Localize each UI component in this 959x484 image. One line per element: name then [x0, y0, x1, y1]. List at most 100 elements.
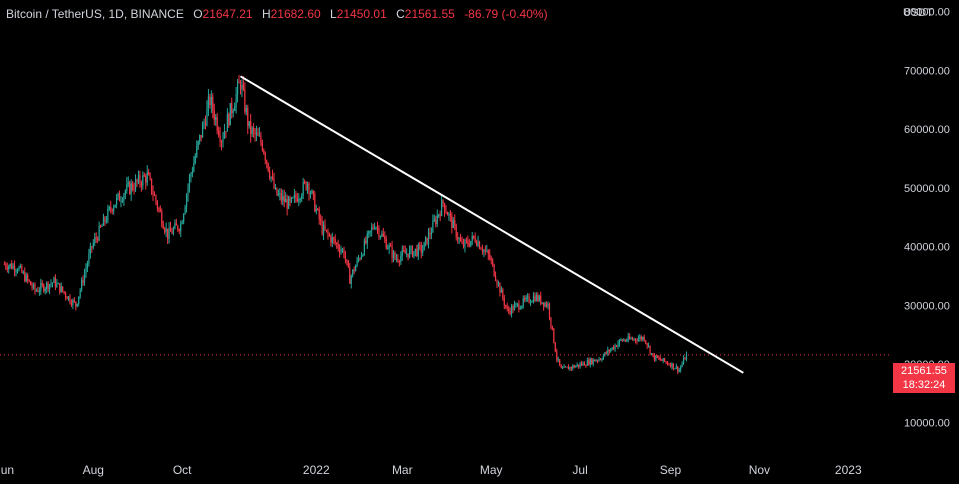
- candle-body: [505, 305, 507, 307]
- trend-line[interactable]: [239, 75, 744, 374]
- candle-body: [50, 283, 52, 285]
- candle-body: [467, 240, 469, 245]
- candle-body: [169, 227, 172, 232]
- bar-countdown: 18:32:24: [902, 379, 946, 391]
- candle-body: [685, 353, 688, 360]
- candle-body: [464, 239, 466, 247]
- candle-body: [66, 296, 68, 300]
- candle-body: [201, 124, 204, 138]
- y-tick-label: 40000.00: [904, 242, 950, 254]
- candle-body: [12, 265, 14, 269]
- candle-body: [174, 223, 176, 229]
- candle-body: [493, 264, 495, 276]
- candle-body: [304, 181, 306, 183]
- candle-body: [535, 295, 537, 301]
- candle-body: [302, 181, 304, 196]
- currency-label[interactable]: USDT: [903, 7, 933, 19]
- candle-body: [655, 355, 657, 360]
- candle-body: [25, 274, 27, 282]
- candle-body: [411, 246, 414, 257]
- candle-body: [636, 340, 638, 342]
- candle-body: [11, 263, 13, 269]
- candle-body: [136, 179, 138, 182]
- candle-body: [422, 250, 424, 253]
- candle-body: [260, 135, 262, 143]
- candle-body: [583, 362, 586, 366]
- candle-body: [502, 289, 504, 299]
- candle-body: [385, 239, 387, 249]
- candle-body: [183, 214, 185, 223]
- symbol-title[interactable]: Bitcoin / TetherUS, 1D, BINANCE: [6, 7, 184, 21]
- candle-body: [438, 214, 440, 216]
- candle-body: [360, 255, 363, 259]
- candle-body: [236, 81, 239, 94]
- candle-body: [416, 248, 418, 256]
- axes-group: 10000.0020000.0030000.0040000.0050000.00…: [0, 7, 950, 477]
- candle-body: [598, 359, 600, 361]
- candle-body: [225, 131, 227, 133]
- candle-body: [639, 336, 641, 339]
- candle-body: [566, 366, 568, 368]
- candle-body: [320, 219, 322, 221]
- candle-body: [324, 225, 326, 230]
- candle-body: [164, 228, 166, 232]
- y-tick-label: 30000.00: [904, 300, 950, 312]
- candle-body: [540, 295, 542, 304]
- candle-body: [143, 175, 145, 177]
- candle-body: [665, 361, 667, 363]
- candle-body: [427, 232, 430, 245]
- candle-body: [91, 246, 93, 248]
- candle-body: [572, 365, 574, 369]
- candle-body: [280, 193, 282, 201]
- candle-body: [499, 283, 501, 293]
- candle-body: [410, 246, 412, 250]
- candle-body: [116, 197, 118, 205]
- candle-body: [363, 240, 365, 255]
- candle-body: [228, 114, 230, 126]
- candle-body: [510, 306, 513, 314]
- candle-body: [397, 258, 399, 262]
- candle-body: [518, 303, 520, 310]
- candle-body: [89, 246, 91, 255]
- candle-body: [117, 193, 119, 198]
- candle-body: [643, 337, 645, 341]
- candle-body: [274, 187, 277, 189]
- candle-body: [347, 261, 349, 268]
- candle-body: [127, 182, 129, 185]
- candle-body: [666, 362, 669, 365]
- candle-body: [645, 340, 647, 344]
- candle-body: [528, 296, 530, 303]
- candle-body: [637, 338, 639, 342]
- open-label: O: [193, 7, 203, 21]
- candle-body: [247, 108, 249, 126]
- candle-body: [290, 197, 293, 202]
- candle-body: [299, 198, 301, 200]
- candle-body: [646, 343, 648, 346]
- candle-body: [355, 265, 357, 272]
- candle-body: [22, 272, 24, 274]
- candle-body: [153, 195, 156, 197]
- candle-body: [417, 244, 419, 256]
- candle-body: [350, 275, 352, 284]
- x-tick-label: 2023: [835, 463, 862, 477]
- candle-body: [6, 267, 8, 270]
- candle-body: [159, 208, 161, 212]
- candle-body: [276, 187, 278, 196]
- candle-body: [588, 360, 590, 365]
- candle-body: [681, 363, 683, 367]
- candle-body: [334, 239, 336, 243]
- candle-body: [64, 292, 67, 297]
- candle-body: [395, 258, 398, 260]
- candle-body: [656, 355, 658, 358]
- candle-body: [378, 227, 380, 237]
- candle-body: [63, 291, 65, 293]
- candle-body: [126, 184, 128, 191]
- candle-body: [414, 248, 416, 252]
- candle-body: [279, 193, 281, 195]
- candle-body: [97, 238, 99, 241]
- candle-body: [188, 176, 191, 188]
- candle-body: [381, 233, 383, 237]
- candle-body: [576, 364, 578, 367]
- candle-body: [54, 277, 56, 287]
